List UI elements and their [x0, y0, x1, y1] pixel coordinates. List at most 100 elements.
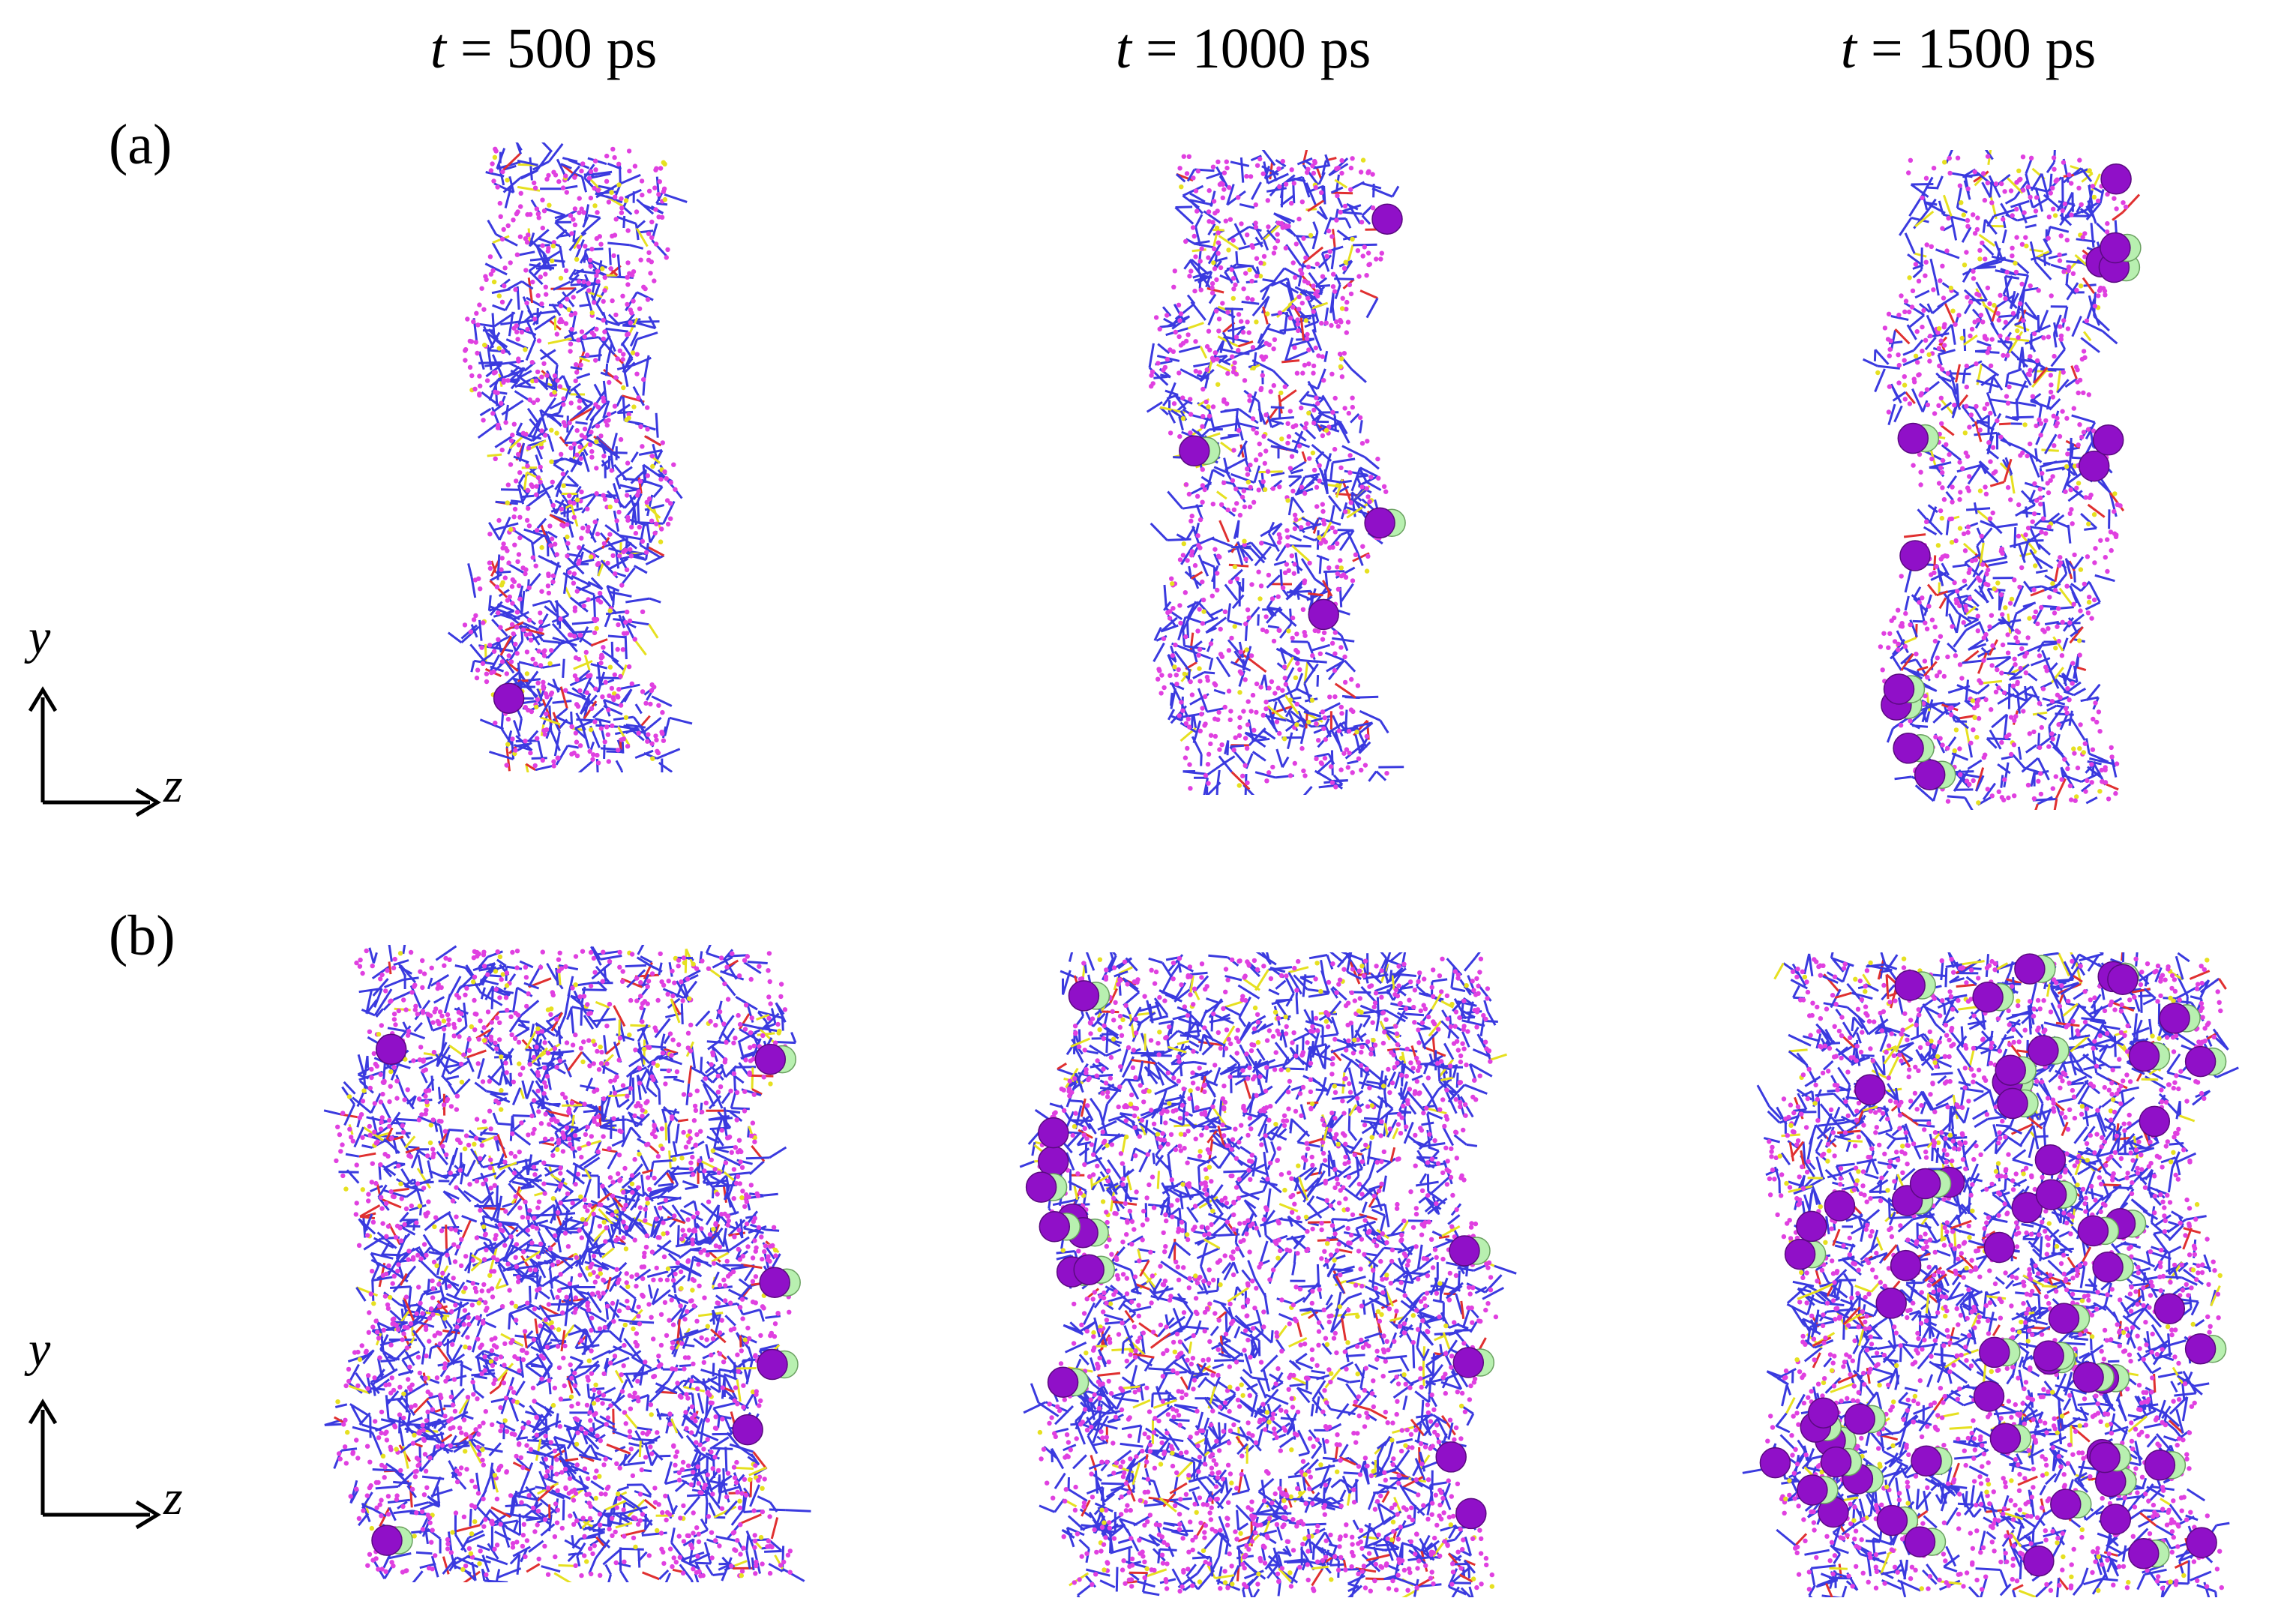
axis-arrows-icon	[28, 1399, 161, 1530]
ion-sphere	[2128, 1538, 2170, 1570]
molecule-structure-icon	[1019, 952, 1517, 1597]
ion-sphere	[2184, 1333, 2227, 1365]
axis-label-z: z	[163, 758, 183, 813]
ion-sphere	[1995, 1054, 2037, 1086]
ion-sphere	[1308, 598, 1339, 631]
ion-sphere	[2050, 1489, 2092, 1520]
ion-sphere	[1894, 970, 1936, 1001]
ion-sphere	[1893, 733, 1935, 764]
ion-sphere	[1371, 203, 1403, 235]
ion-sphere	[1073, 1254, 1115, 1285]
ion-sphere	[1876, 1504, 1919, 1537]
ion-sphere	[1435, 1441, 1467, 1473]
column-title-1000ps: t = 1000 ps	[1115, 17, 1371, 80]
ion-sphere	[2128, 1040, 2171, 1072]
ion-sphere	[1909, 1168, 1952, 1200]
ion-sphere	[1068, 980, 1111, 1012]
ion-sphere	[2023, 1545, 2055, 1577]
ion-sphere	[2184, 1045, 2227, 1078]
axis-label-y: y	[28, 610, 51, 664]
ion-sphere	[2078, 450, 2110, 482]
ion-sphere	[2028, 1035, 2070, 1066]
ion-sphere	[1025, 1171, 1068, 1203]
ion-sphere	[1797, 1474, 1839, 1506]
ion-sphere	[1824, 1190, 1856, 1222]
ion-sphere	[2092, 424, 2124, 456]
ion-sphere	[2186, 1527, 2217, 1558]
ion-sphere	[2034, 1144, 2067, 1176]
snapshot-b-1000ps	[982, 952, 1552, 1597]
ion-sphere	[2144, 1450, 2187, 1481]
ion-sphere	[2107, 964, 2139, 995]
molecule-structure-icon	[323, 945, 811, 1582]
axis-label-y: y	[28, 1322, 51, 1377]
ion-sphere	[1904, 1526, 1947, 1558]
ion-sphere	[1807, 1397, 1839, 1429]
row-label-a: (a)	[109, 113, 172, 176]
ion-sphere	[2048, 1303, 2091, 1334]
ion-sphere	[1914, 759, 1956, 790]
column-title-500ps: t = 500 ps	[430, 17, 658, 80]
ion-sphere	[1890, 1249, 1922, 1282]
ion-sphere	[1452, 1347, 1495, 1378]
ion-sphere	[732, 1414, 763, 1446]
ion-sphere	[757, 1348, 799, 1381]
ion-sphere	[1038, 1117, 1069, 1149]
ion-sphere	[2100, 163, 2132, 195]
ion-sphere	[1455, 1498, 1487, 1530]
ion-sphere	[2139, 1105, 2171, 1138]
snapshot-a-1500ps	[1815, 150, 2190, 810]
ion-sphere	[2089, 1441, 2131, 1474]
ion-sphere	[2014, 953, 2056, 985]
ion-sphere	[1899, 540, 1931, 571]
ion-sphere	[1983, 1231, 2016, 1264]
ion-sphere	[1449, 1235, 1491, 1267]
molecule-structure-icon	[1862, 150, 2142, 810]
ion-sphere	[1820, 1446, 1863, 1478]
ion-sphere	[1047, 1366, 1090, 1399]
ion-sphere	[1897, 422, 1940, 454]
snapshot-b-1500ps	[1710, 952, 2280, 1597]
ion-sphere	[1911, 1445, 1953, 1477]
snapshot-b-500ps	[277, 945, 847, 1582]
ion-sphere	[1796, 1210, 1827, 1243]
ion-sphere	[2092, 1251, 2134, 1283]
ion-sphere	[1979, 1336, 2021, 1369]
ion-sphere	[2077, 1215, 2120, 1247]
axis-indicator-a: y z	[22, 610, 210, 825]
ion-sphere	[1989, 1423, 2032, 1454]
ion-sphere	[2011, 1192, 2043, 1224]
axis-indicator-b: y z	[22, 1322, 210, 1537]
snapshot-a-1000ps	[1087, 150, 1447, 795]
column-title-1500ps: t = 1500 ps	[1840, 17, 2097, 80]
molecule-structure-icon	[447, 142, 693, 772]
ion-sphere	[1759, 1447, 1791, 1479]
ion-sphere	[2100, 232, 2142, 264]
ion-sphere	[1844, 1403, 1886, 1435]
ion-sphere	[1854, 1074, 1886, 1105]
ion-sphere	[2159, 1003, 2201, 1034]
molecule-structure-icon	[1742, 952, 2239, 1597]
ion-sphere	[2035, 1179, 2078, 1210]
ion-sphere	[375, 1033, 407, 1066]
row-label-b: (b)	[109, 904, 175, 967]
ion-sphere	[1039, 1211, 1081, 1243]
ion-sphere	[1973, 1381, 2005, 1412]
ion-sphere	[2033, 1340, 2075, 1372]
ion-sphere	[1972, 982, 2014, 1013]
snapshot-a-500ps	[412, 142, 727, 772]
ion-sphere	[754, 1043, 797, 1075]
ion-sphere	[1875, 1288, 1907, 1319]
ion-sphere	[2154, 1293, 2186, 1325]
ion-sphere	[1883, 673, 1926, 705]
ion-sphere	[1179, 435, 1221, 467]
ion-sphere	[759, 1267, 801, 1298]
axis-label-z: z	[163, 1471, 183, 1525]
ion-sphere	[2100, 1504, 2132, 1535]
ion-sphere	[371, 1525, 413, 1556]
axis-arrows-icon	[28, 686, 161, 817]
ion-sphere	[1784, 1238, 1827, 1270]
ion-sphere	[1997, 1087, 2039, 1120]
ion-sphere	[493, 682, 525, 714]
molecule-structure-icon	[1146, 150, 1406, 795]
